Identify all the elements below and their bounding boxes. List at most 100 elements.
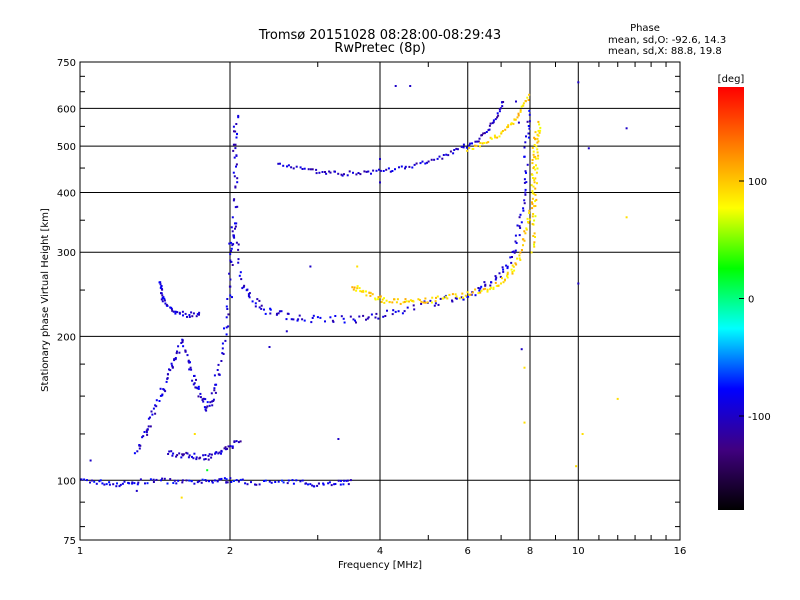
data-point (181, 479, 184, 482)
stats-x-line: mean, sd,X: 88.8, 19.8 (608, 46, 722, 57)
data-point (303, 319, 306, 322)
data-point (531, 190, 534, 193)
data-point (478, 137, 481, 140)
data-point (528, 120, 531, 123)
data-point (468, 293, 471, 296)
data-point (534, 187, 537, 190)
data-point (421, 160, 424, 163)
data-point (518, 257, 521, 260)
data-point (536, 141, 539, 144)
data-point (383, 297, 385, 300)
data-point (235, 222, 238, 225)
data-point (89, 459, 92, 462)
data-point (301, 168, 304, 170)
data-point (237, 248, 240, 251)
data-point (484, 284, 487, 287)
colorbar-tick-label: 100 (748, 177, 767, 188)
data-point (464, 294, 467, 297)
data-point (523, 155, 526, 158)
data-point (133, 452, 136, 455)
data-point (520, 105, 523, 108)
data-point (503, 279, 506, 282)
chart-subtitle: RwPretec (8p) (334, 41, 425, 56)
data-point (325, 172, 328, 175)
data-point (182, 314, 184, 317)
data-point (232, 143, 235, 146)
data-point (536, 148, 539, 151)
data-point (197, 395, 200, 398)
data-point (211, 400, 213, 403)
data-point (169, 369, 172, 372)
data-point (161, 300, 164, 303)
data-point (408, 300, 410, 303)
data-point (311, 317, 314, 319)
data-point (176, 311, 179, 314)
data-point (458, 297, 461, 300)
data-point (533, 156, 535, 159)
data-point (429, 299, 432, 302)
data-point (188, 454, 191, 457)
data-point (522, 244, 524, 247)
data-point (224, 339, 227, 342)
data-point (291, 479, 294, 482)
data-point (324, 171, 326, 173)
data-point (166, 304, 169, 307)
data-point (358, 287, 361, 290)
data-point (533, 205, 536, 208)
data-point (426, 161, 428, 164)
data-point (232, 199, 235, 202)
data-point (523, 178, 526, 181)
data-point (524, 193, 527, 196)
data-point (415, 162, 418, 165)
data-point (231, 447, 234, 449)
data-point (451, 293, 454, 296)
data-point (236, 132, 238, 135)
data-point (318, 482, 320, 485)
data-point (103, 483, 106, 486)
data-point (577, 282, 580, 285)
data-point (207, 454, 210, 457)
data-point (486, 290, 489, 293)
data-point (431, 296, 434, 299)
data-point (237, 480, 240, 483)
data-point (167, 453, 170, 455)
data-point (537, 140, 540, 143)
data-point (166, 377, 169, 380)
data-point (530, 251, 533, 254)
data-point (531, 146, 534, 149)
data-point (149, 425, 152, 428)
data-point (340, 173, 343, 176)
data-point (537, 129, 540, 132)
data-point (276, 312, 278, 315)
data-point (355, 289, 358, 292)
data-point (123, 480, 126, 483)
data-point (467, 295, 470, 298)
data-point (520, 249, 523, 251)
data-point (339, 483, 342, 486)
data-point (243, 284, 246, 287)
data-point (237, 114, 240, 117)
data-point (164, 302, 167, 305)
data-point (159, 394, 162, 397)
data-point (499, 275, 502, 278)
data-point (532, 192, 535, 195)
data-point (451, 300, 454, 303)
data-point (405, 300, 408, 303)
data-point (522, 207, 525, 210)
data-point (492, 121, 495, 124)
data-point (168, 368, 170, 371)
data-point (195, 378, 197, 381)
colorbar-label: [deg] (718, 74, 745, 85)
data-point (133, 482, 136, 485)
data-point (221, 352, 224, 355)
data-point (193, 433, 196, 435)
data-point (188, 314, 191, 316)
data-point (356, 287, 359, 290)
data-point (493, 134, 496, 137)
data-point (489, 288, 492, 291)
data-point (536, 133, 539, 136)
data-point (495, 284, 498, 287)
data-point (292, 482, 295, 485)
data-point (195, 386, 198, 389)
data-point (531, 201, 533, 204)
